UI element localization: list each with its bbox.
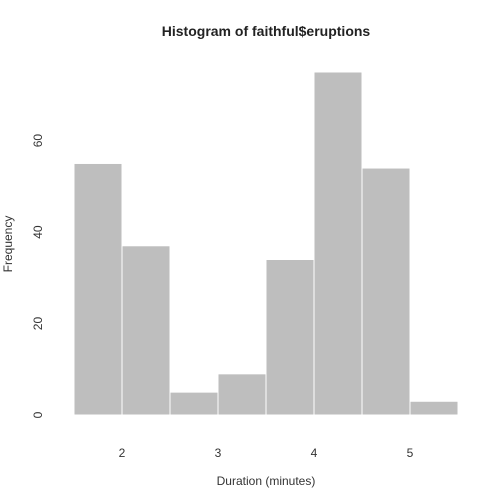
histogram-bar-4 xyxy=(265,259,315,416)
y-tick-label: 0 xyxy=(31,411,45,418)
y-tick-label: 40 xyxy=(31,225,45,239)
y-tick-labels: 0 20 40 60 xyxy=(31,134,45,419)
x-tick-label: 3 xyxy=(215,446,222,460)
x-axis-label: Duration (minutes) xyxy=(217,474,316,488)
histogram-bar-6 xyxy=(361,167,411,416)
histogram-bar-1 xyxy=(121,245,171,416)
histogram-bar-7 xyxy=(409,400,459,416)
y-tick-label: 20 xyxy=(31,317,45,331)
histogram-bar-0 xyxy=(73,162,123,416)
histogram-bar-3 xyxy=(217,373,267,416)
x-tick-label: 2 xyxy=(119,446,126,460)
y-axis-label: Frequency xyxy=(1,216,15,273)
x-tick-labels: 2 3 4 5 xyxy=(119,446,414,460)
chart-title: Histogram of faithful$eruptions xyxy=(162,23,371,39)
histogram-bar-5 xyxy=(313,71,363,416)
histogram-bar-2 xyxy=(169,391,219,416)
x-tick-label: 5 xyxy=(407,446,414,460)
y-tick-label: 60 xyxy=(31,134,45,148)
bars-group xyxy=(73,71,459,416)
x-tick-label: 4 xyxy=(311,446,318,460)
